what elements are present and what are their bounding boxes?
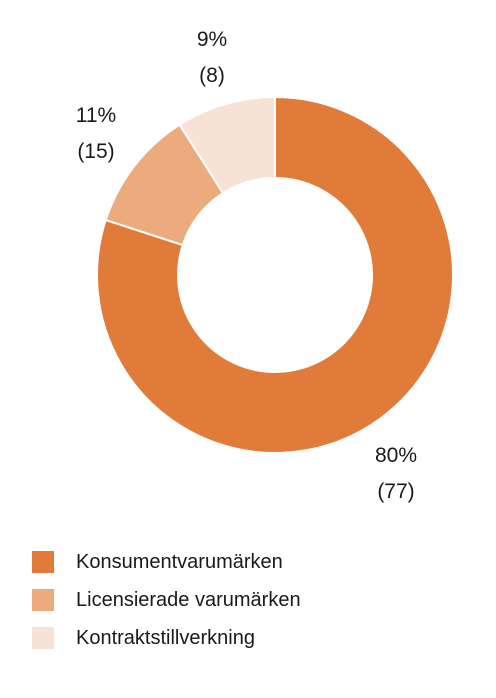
legend-label: Kontraktstillverkning [76,626,255,649]
slice-labels: 80% (77) 11% (15) 9% (8) [76,28,417,503]
slice-percent-label: 9% [197,28,227,51]
legend-item-kontraktstillverkning: Kontraktstillverkning [32,619,301,657]
legend: Konsumentvarumärken Licensierade varumär… [32,543,301,657]
slice-count-label: (77) [377,480,414,503]
legend-label: Konsumentvarumärken [76,550,283,573]
legend-label: Licensierade varumärken [76,588,301,611]
donut-slices [96,95,454,454]
legend-item-licensierade-varumarken: Licensierade varumärken [32,581,301,619]
legend-item-konsumentvarumarken: Konsumentvarumärken [32,543,301,581]
donut-chart: 80% (77) 11% (15) 9% (8) [76,28,454,503]
legend-swatch [32,627,54,649]
slice-percent-label: 80% [375,444,417,467]
donut-slice [96,95,454,454]
slice-count-label: (15) [77,140,114,163]
legend-swatch [32,589,54,611]
slice-count-label: (8) [199,64,225,87]
legend-swatch [32,551,54,573]
slice-percent-label: 11% [76,104,116,127]
donut-slice [178,95,276,195]
